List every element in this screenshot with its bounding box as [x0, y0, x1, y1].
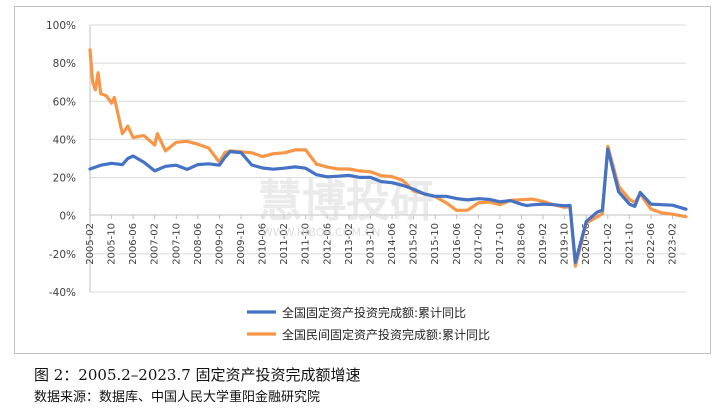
y-tick-label: 0%	[59, 211, 76, 223]
chart-frame	[14, 6, 711, 354]
y-tick-label: 60%	[53, 96, 76, 108]
x-axis-ticks: 2005-02 2005-10 2006-06 2007-02 2007-10 2008-…	[85, 215, 679, 265]
x-tick-label: 2017-10	[495, 223, 506, 265]
legend-label: 全国民间固定资产投资完成额:累计同比	[282, 327, 490, 342]
x-tick-label: 2022-06	[646, 223, 657, 265]
x-tick-label: 2007-10	[171, 223, 182, 265]
x-tick-label: 2014-06	[387, 223, 398, 265]
x-tick-label: 2018-06	[516, 223, 527, 265]
x-tick-label: 2007-02	[150, 223, 161, 265]
x-tick-label: 2011-10	[301, 223, 312, 265]
legend-label: 全国固定资产投资完成额:累计同比	[282, 305, 466, 320]
x-tick-label: 2008-06	[193, 223, 204, 265]
x-tick-label: 2006-06	[128, 223, 139, 265]
x-tick-label: 2021-02	[603, 223, 614, 265]
x-tick-label: 2016-06	[452, 223, 463, 265]
x-tick-label: 2017-02	[473, 223, 484, 265]
x-tick-label: 2023-02	[668, 223, 679, 265]
x-tick-label: 2019-02	[538, 223, 549, 265]
x-tick-label: 2005-02	[85, 223, 96, 265]
x-tick-label: 2020-06	[581, 223, 592, 265]
x-tick-label: 2019-10	[560, 223, 571, 265]
series-lines	[88, 48, 688, 268]
figure-caption: 图 2：2005.2–2023.7 固定资产投资完成额增速	[34, 366, 361, 384]
x-tick-label: 2009-02	[214, 223, 225, 265]
y-tick-label: 80%	[53, 58, 76, 70]
x-tick-label: 2012-06	[322, 223, 333, 265]
x-tick-label: 2005-10	[107, 223, 118, 265]
y-tick-label: -40%	[49, 287, 76, 299]
watermark-url: WWW.HIBOR.COM.CN	[262, 226, 380, 239]
x-tick-label: 2015-02	[409, 223, 420, 265]
x-tick-label: 2013-02	[344, 223, 355, 265]
y-axis-ticks: 100% 80% 60% 40% 20% 0% -20% -40%	[46, 20, 76, 299]
x-tick-label: 2015-10	[430, 223, 441, 265]
x-tick-label: 2010-06	[258, 223, 269, 265]
x-tick-label: 2021-10	[624, 223, 635, 265]
y-tick-label: 40%	[53, 134, 76, 146]
x-tick-label: 2009-10	[236, 223, 247, 265]
x-tick-label: 2011-02	[279, 223, 290, 265]
y-tick-label: 100%	[46, 20, 76, 32]
series-line-total-fai	[88, 147, 688, 264]
x-tick-label: 2013-10	[365, 223, 376, 265]
data-source: 数据来源：数据库、中国人民大学重阳金融研究院	[34, 390, 321, 405]
y-tick-label: -20%	[49, 249, 76, 261]
y-tick-label: 20%	[53, 173, 76, 185]
